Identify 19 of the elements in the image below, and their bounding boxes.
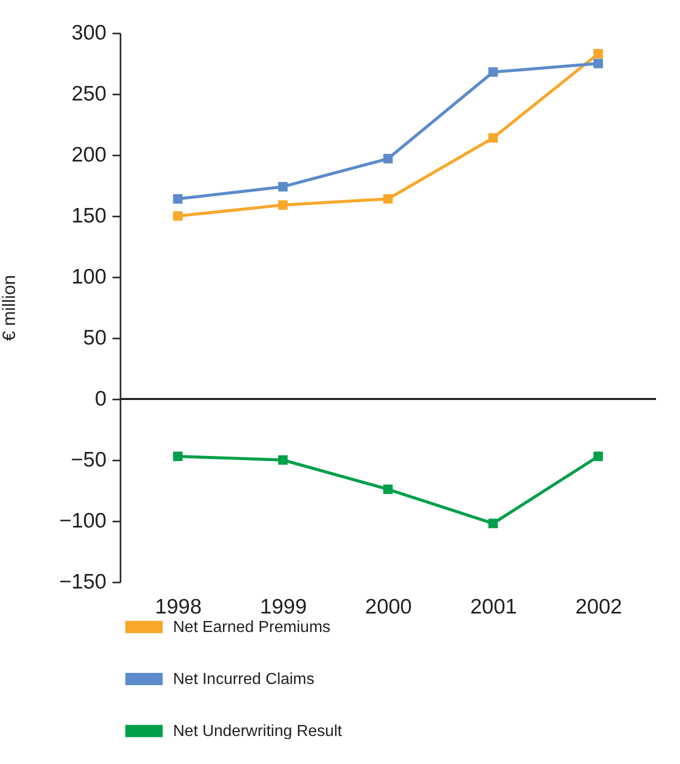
x-tick-label: 2000 (365, 596, 412, 618)
y-tick-label: 0 (94, 388, 106, 410)
y-tick-label: 150 (71, 204, 106, 228)
x-tick-label: 1998 (154, 596, 202, 618)
legend-label: Net Incurred Claims (173, 671, 314, 688)
y-tick-label: 100 (71, 266, 106, 288)
x-tick-label: 2001 (470, 596, 517, 618)
y-tick-label: 300 (71, 22, 106, 44)
x-tick-label: 1999 (260, 596, 307, 618)
legend-label: Net Earned Premiums (173, 619, 330, 636)
y-tick-label: −150 (59, 570, 106, 594)
y-tick-label: 50 (83, 326, 106, 350)
y-tick-label: 200 (71, 144, 106, 166)
legend-label: Net Underwriting Result (173, 723, 343, 740)
x-tick-label: 2002 (575, 596, 622, 618)
y-tick-label: 250 (71, 82, 106, 106)
y-tick-label: −50 (70, 448, 106, 472)
y-tick-label: −100 (59, 510, 106, 532)
y-axis-title: € million (0, 274, 20, 342)
